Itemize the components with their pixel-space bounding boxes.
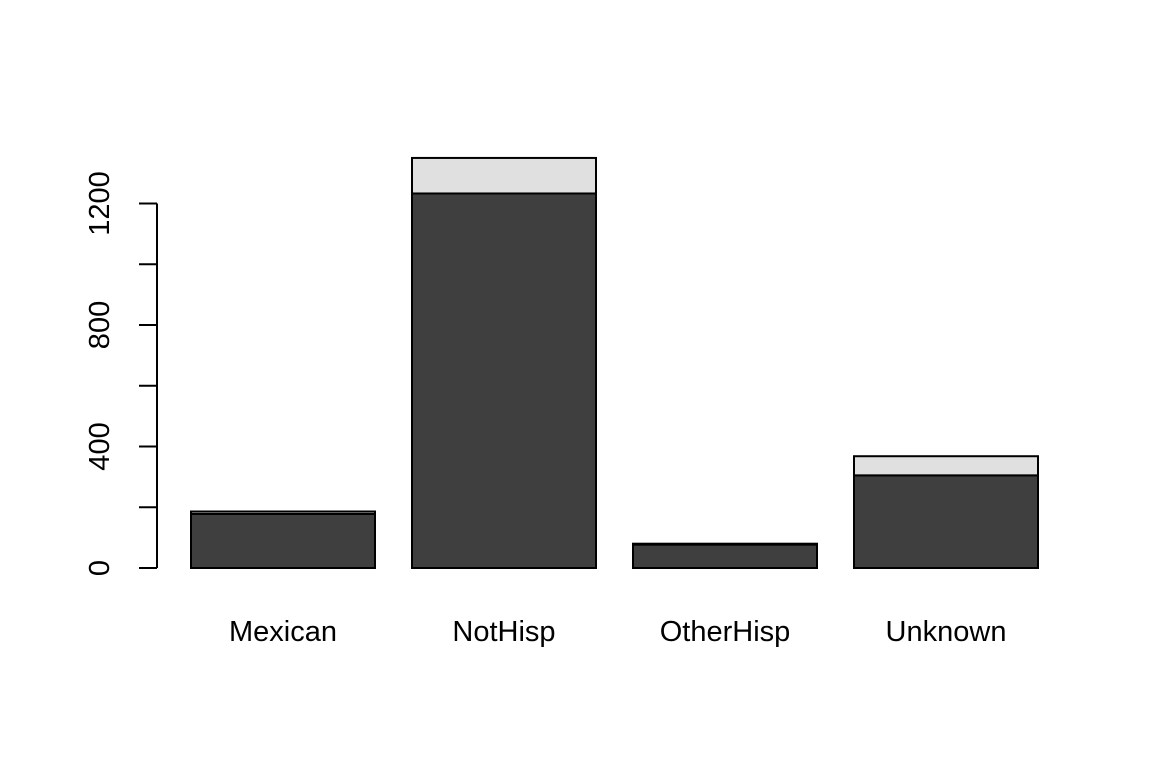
x-tick-label-nothisp: NotHisp <box>452 616 555 648</box>
y-tick-label-400: 400 <box>84 422 116 470</box>
bar-segment-mexican-1 <box>190 512 376 569</box>
x-tick-label-unknown: Unknown <box>886 616 1007 648</box>
x-axis-labels: Mexican NotHisp OtherHisp Unknown <box>229 616 1006 648</box>
bar-segment-otherhisp-2 <box>632 542 818 546</box>
bar-segment-unknown-2 <box>853 455 1039 477</box>
bar-segment-nothisp-1 <box>411 192 597 569</box>
y-tick-label-1200: 1200 <box>84 171 116 236</box>
x-tick-label-otherhisp: OtherHisp <box>660 616 791 648</box>
bar-segment-mexican-2 <box>190 510 376 515</box>
x-tick-label-mexican: Mexican <box>229 616 337 648</box>
bar-segment-nothisp-2 <box>411 156 597 195</box>
y-tick-label-0: 0 <box>84 560 116 576</box>
bars-layer <box>190 156 1039 570</box>
bar-segment-otherhisp-1 <box>632 543 818 570</box>
y-axis: 0 400 800 1200 <box>84 171 158 576</box>
bar-segment-unknown-1 <box>853 474 1039 570</box>
y-tick-label-800: 800 <box>84 301 116 349</box>
